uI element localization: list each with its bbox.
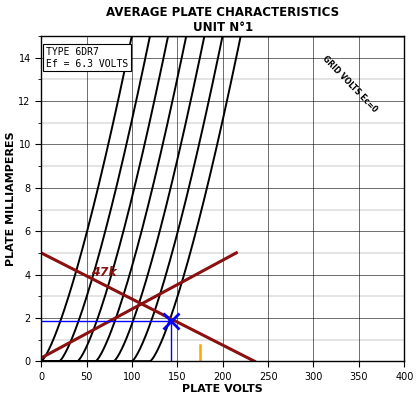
Y-axis label: PLATE MILLIAMPERES: PLATE MILLIAMPERES [5,131,16,266]
Title: AVERAGE PLATE CHARACTERISTICS
UNIT N°1: AVERAGE PLATE CHARACTERISTICS UNIT N°1 [106,6,339,34]
Text: TYPE 6DR7
Ef = 6.3 VOLTS: TYPE 6DR7 Ef = 6.3 VOLTS [46,47,128,68]
Text: 47k: 47k [91,266,117,279]
Text: GRID VOLTS Ec=0: GRID VOLTS Ec=0 [321,54,379,114]
X-axis label: PLATE VOLTS: PLATE VOLTS [182,384,263,394]
